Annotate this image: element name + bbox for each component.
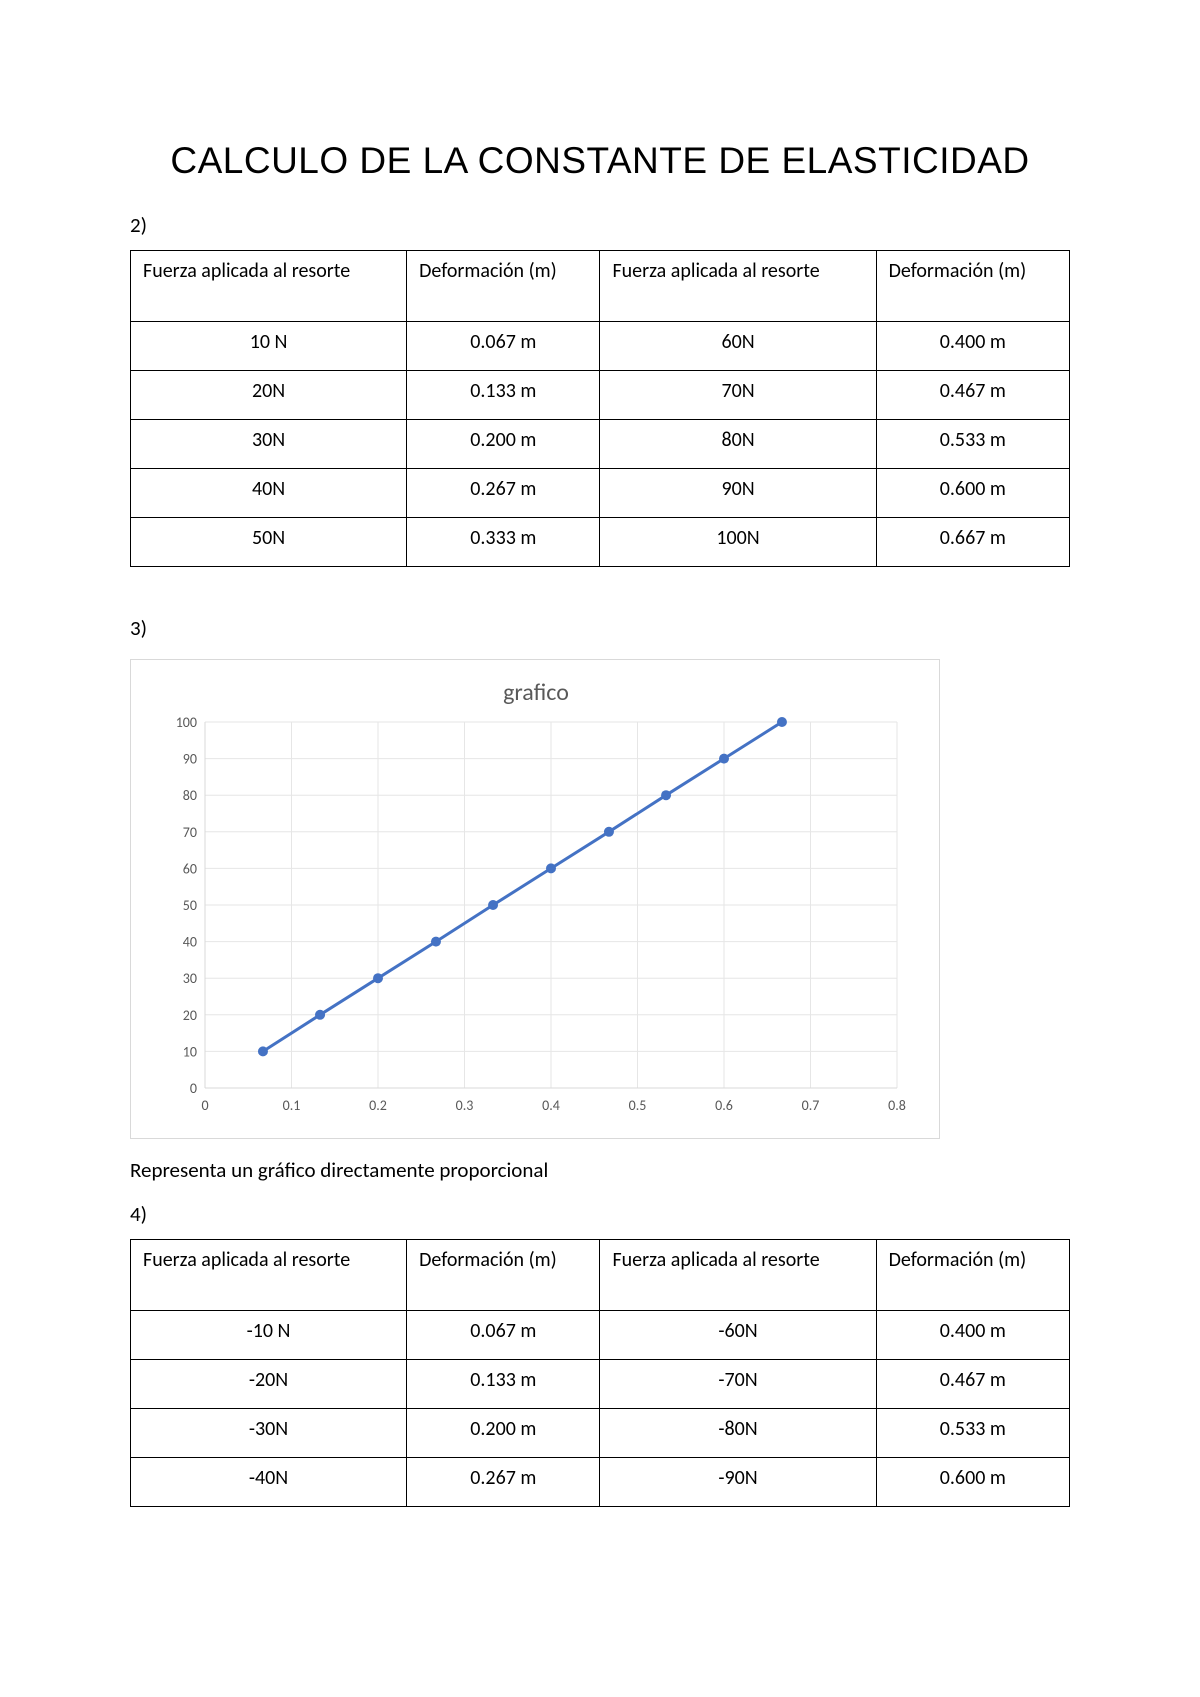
table-header-row: Fuerza aplicada al resorte Deformación (… (131, 251, 1070, 322)
svg-text:0: 0 (190, 1080, 197, 1097)
td: -40N (131, 1458, 407, 1507)
table-row: 30N0.200 m80N0.533 m (131, 420, 1070, 469)
td: 0.200 m (407, 420, 600, 469)
table-section-4: Fuerza aplicada al resorte Deformación (… (130, 1239, 1070, 1507)
chart-svg: grafico 0 10 20 30 40 50 60 70 80 90 100 0 0.1 0.2 0.3 0… (161, 678, 911, 1118)
chart-grafico: grafico 0 10 20 30 40 50 60 70 80 90 100 0 0.1 0.2 0.3 0… (130, 659, 940, 1139)
td: -60N (600, 1311, 876, 1360)
svg-text:40: 40 (183, 934, 197, 951)
chart-caption: Representa un gráfico directamente propo… (130, 1157, 1070, 1183)
svg-text:70: 70 (183, 824, 197, 841)
section-4-num: 4) (130, 1201, 1070, 1227)
th: Deformación (m) (407, 1240, 600, 1311)
td: 0.533 m (876, 1409, 1069, 1458)
table-row: 20N0.133 m70N0.467 m (131, 371, 1070, 420)
td: -80N (600, 1409, 876, 1458)
td: 0.067 m (407, 322, 600, 371)
td: 0.133 m (407, 1360, 600, 1409)
td: 0.133 m (407, 371, 600, 420)
td: 70N (600, 371, 876, 420)
td: 0.600 m (876, 469, 1069, 518)
svg-text:0.6: 0.6 (715, 1097, 733, 1114)
td: 0.467 m (876, 1360, 1069, 1409)
td: 30N (131, 420, 407, 469)
svg-text:0.3: 0.3 (456, 1097, 474, 1114)
svg-text:0.5: 0.5 (629, 1097, 647, 1114)
table-row: -10 N0.067 m-60N0.400 m (131, 1311, 1070, 1360)
table-row: 10 N0.067 m60N0.400 m (131, 322, 1070, 371)
table-row: -20N0.133 m-70N0.467 m (131, 1360, 1070, 1409)
td: 0.533 m (876, 420, 1069, 469)
svg-text:grafico: grafico (503, 678, 569, 707)
td: 100N (600, 518, 876, 567)
svg-text:20: 20 (183, 1007, 197, 1024)
svg-text:60: 60 (183, 860, 197, 877)
page-title: CALCULO DE LA CONSTANTE DE ELASTICIDAD (130, 140, 1070, 182)
svg-text:90: 90 (183, 751, 197, 768)
td: -10 N (131, 1311, 407, 1360)
td: 80N (600, 420, 876, 469)
td: 0.200 m (407, 1409, 600, 1458)
td: -30N (131, 1409, 407, 1458)
svg-text:0.7: 0.7 (802, 1097, 820, 1114)
td: 0.267 m (407, 469, 600, 518)
section-3-num: 3) (130, 615, 1070, 641)
td: 0.067 m (407, 1311, 600, 1360)
page: CALCULO DE LA CONSTANTE DE ELASTICIDAD 2… (0, 0, 1200, 1697)
td: -20N (131, 1360, 407, 1409)
td: 40N (131, 469, 407, 518)
td: 0.400 m (876, 322, 1069, 371)
svg-text:0.4: 0.4 (542, 1097, 560, 1114)
td: 0.267 m (407, 1458, 600, 1507)
td: -90N (600, 1458, 876, 1507)
td: 0.467 m (876, 371, 1069, 420)
th: Deformación (m) (876, 1240, 1069, 1311)
section-2-num: 2) (130, 212, 1070, 238)
th: Fuerza aplicada al resorte (131, 1240, 407, 1311)
th: Fuerza aplicada al resorte (131, 251, 407, 322)
svg-text:0: 0 (201, 1097, 208, 1114)
svg-text:30: 30 (183, 970, 197, 987)
svg-text:80: 80 (183, 787, 197, 804)
td: 60N (600, 322, 876, 371)
td: 50N (131, 518, 407, 567)
svg-text:0.8: 0.8 (888, 1097, 906, 1114)
th: Deformación (m) (876, 251, 1069, 322)
th: Fuerza aplicada al resorte (600, 1240, 876, 1311)
table-row: 50N0.333 m100N0.667 m (131, 518, 1070, 567)
td: 0.333 m (407, 518, 600, 567)
svg-text:0.1: 0.1 (283, 1097, 301, 1114)
th: Fuerza aplicada al resorte (600, 251, 876, 322)
svg-text:0.2: 0.2 (369, 1097, 387, 1114)
td: 20N (131, 371, 407, 420)
table-section-2: Fuerza aplicada al resorte Deformación (… (130, 250, 1070, 567)
td: -70N (600, 1360, 876, 1409)
table-row: -40N0.267 m-90N0.600 m (131, 1458, 1070, 1507)
svg-text:100: 100 (176, 714, 197, 731)
table-row: -30N0.200 m-80N0.533 m (131, 1409, 1070, 1458)
table-header-row: Fuerza aplicada al resorte Deformación (… (131, 1240, 1070, 1311)
svg-text:50: 50 (183, 897, 197, 914)
td: 10 N (131, 322, 407, 371)
td: 0.667 m (876, 518, 1069, 567)
th: Deformación (m) (407, 251, 600, 322)
table-row: 40N0.267 m90N0.600 m (131, 469, 1070, 518)
td: 0.600 m (876, 1458, 1069, 1507)
svg-text:10: 10 (183, 1043, 197, 1060)
td: 90N (600, 469, 876, 518)
td: 0.400 m (876, 1311, 1069, 1360)
